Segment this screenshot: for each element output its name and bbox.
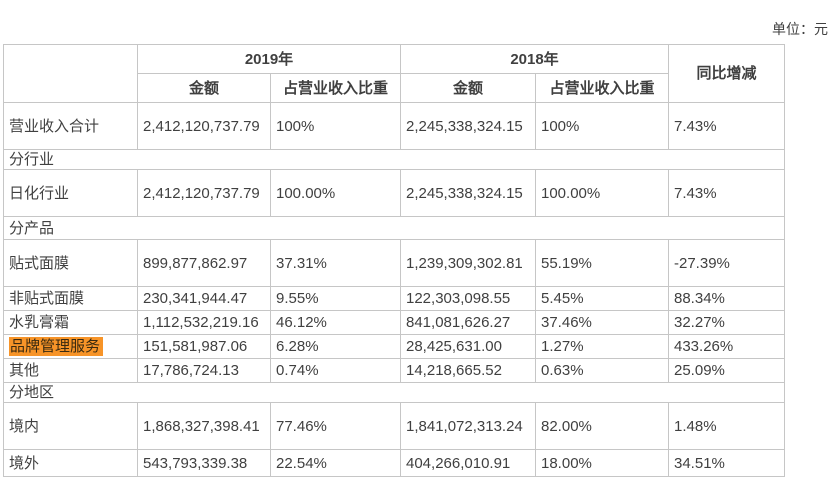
label-cell: 水乳膏霜 [3, 310, 138, 335]
search-highlight: 品牌管理服务 [9, 337, 104, 356]
amount-2018-cell: 2,245,338,324.15 [400, 102, 536, 150]
table-row: 水乳膏霜 1,112,532,219.16 46.12% 841,081,626… [3, 310, 785, 335]
table-header-row-1: 2019年 2018年 同比增减 [3, 44, 785, 103]
year-2018-header: 2018年 [400, 44, 669, 74]
table-row: 境外 543,793,339.38 22.54% 404,266,010.91 … [3, 449, 785, 477]
amount-2018-cell: 841,081,626.27 [400, 310, 536, 335]
section-row: 分产品 [3, 216, 785, 240]
unit-label: 单位：元 [772, 21, 828, 37]
yoy-cell: 88.34% [668, 286, 785, 311]
yoy-header: 同比增减 [668, 44, 785, 103]
share-2019-cell: 100.00% [270, 169, 401, 217]
share-2018-header: 占营业收入比重 [535, 73, 669, 103]
share-2018-cell: 100% [535, 102, 669, 150]
yoy-cell: 1.48% [668, 402, 785, 450]
amount-2018-cell: 122,303,098.55 [400, 286, 536, 311]
section-row: 分地区 [3, 382, 785, 403]
share-2019-cell: 46.12% [270, 310, 401, 335]
amount-2018-header: 金额 [400, 73, 536, 103]
share-2018-cell: 37.46% [535, 310, 669, 335]
share-2019-header: 占营业收入比重 [270, 73, 401, 103]
amount-2018-cell: 1,239,309,302.81 [400, 239, 536, 287]
share-2019-cell: 100% [270, 102, 401, 150]
amount-2019-cell: 899,877,862.97 [137, 239, 271, 287]
label-cell: 境外 [3, 449, 138, 477]
section-label: 分地区 [3, 382, 785, 403]
share-2018-cell: 1.27% [535, 334, 669, 359]
share-2018-cell: 100.00% [535, 169, 669, 217]
share-2019-cell: 37.31% [270, 239, 401, 287]
table-row: 日化行业 2,412,120,737.79 100.00% 2,245,338,… [3, 169, 785, 217]
yoy-cell: 7.43% [668, 169, 785, 217]
share-2019-cell: 77.46% [270, 402, 401, 450]
table-row: 境内 1,868,327,398.41 77.46% 1,841,072,313… [3, 402, 785, 450]
amount-2019-cell: 230,341,944.47 [137, 286, 271, 311]
amount-2019-cell: 17,786,724.13 [137, 358, 271, 383]
amount-2018-cell: 28,425,631.00 [400, 334, 536, 359]
amount-2019-cell: 543,793,339.38 [137, 449, 271, 477]
amount-2018-cell: 2,245,338,324.15 [400, 169, 536, 217]
share-2018-cell: 5.45% [535, 286, 669, 311]
share-2018-cell: 82.00% [535, 402, 669, 450]
table-row: 品牌管理服务 151,581,987.06 6.28% 28,425,631.0… [3, 334, 785, 359]
section-row: 分行业 [3, 149, 785, 170]
amount-2018-cell: 14,218,665.52 [400, 358, 536, 383]
amount-2019-cell: 2,412,120,737.79 [137, 102, 271, 150]
label-cell: 其他 [3, 358, 138, 383]
label-cell: 非贴式面膜 [3, 286, 138, 311]
share-2018-cell: 55.19% [535, 239, 669, 287]
amount-2019-cell: 1,112,532,219.16 [137, 310, 271, 335]
year-2019-header: 2019年 [137, 44, 401, 74]
label-cell: 品牌管理服务 [3, 334, 138, 359]
yoy-cell: 25.09% [668, 358, 785, 383]
share-2019-cell: 0.74% [270, 358, 401, 383]
share-2018-cell: 18.00% [535, 449, 669, 477]
yoy-cell: 32.27% [668, 310, 785, 335]
table-header-row-2: 金额 占营业收入比重 金额 占营业收入比重 [4, 73, 785, 103]
label-cell: 贴式面膜 [3, 239, 138, 287]
label-cell: 日化行业 [3, 169, 138, 217]
yoy-cell: 7.43% [668, 102, 785, 150]
section-label: 分产品 [3, 216, 785, 240]
yoy-cell: -27.39% [668, 239, 785, 287]
share-2019-cell: 9.55% [270, 286, 401, 311]
amount-2018-cell: 1,841,072,313.24 [400, 402, 536, 450]
table-row: 营业收入合计 2,412,120,737.79 100% 2,245,338,3… [3, 102, 785, 150]
table-row: 非贴式面膜 230,341,944.47 9.55% 122,303,098.5… [3, 286, 785, 311]
revenue-table: 2019年 2018年 同比增减 金额 占营业收入比重 金额 占营业收入比重 营… [3, 44, 785, 477]
amount-2018-cell: 404,266,010.91 [400, 449, 536, 477]
table-row: 贴式面膜 899,877,862.97 37.31% 1,239,309,302… [3, 239, 785, 287]
yoy-cell: 433.26% [668, 334, 785, 359]
yoy-cell: 34.51% [668, 449, 785, 477]
label-cell: 营业收入合计 [3, 102, 138, 150]
corner-cell [3, 44, 138, 103]
share-2019-cell: 22.54% [270, 449, 401, 477]
table-row: 其他 17,786,724.13 0.74% 14,218,665.52 0.6… [3, 358, 785, 383]
amount-2019-header: 金额 [137, 73, 271, 103]
section-label: 分行业 [3, 149, 785, 170]
share-2019-cell: 6.28% [270, 334, 401, 359]
share-2018-cell: 0.63% [535, 358, 669, 383]
amount-2019-cell: 1,868,327,398.41 [137, 402, 271, 450]
amount-2019-cell: 2,412,120,737.79 [137, 169, 271, 217]
amount-2019-cell: 151,581,987.06 [137, 334, 271, 359]
label-cell: 境内 [3, 402, 138, 450]
